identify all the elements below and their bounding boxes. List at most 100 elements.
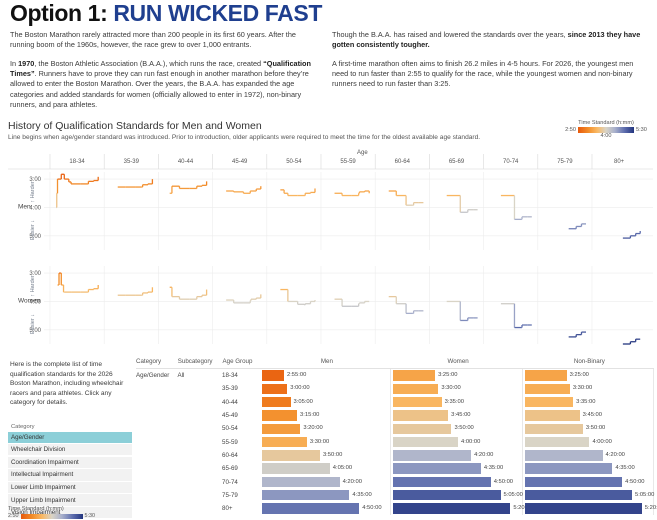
bar-women [393, 396, 442, 408]
bar-value-nonbinary: 3:35:00 [576, 398, 596, 405]
category-item-wheelchair-division[interactable]: Wheelchair Division [8, 444, 132, 456]
bottom-legend-max-label: 5:30 [84, 513, 96, 519]
cell-age-group: 50-54 [222, 425, 238, 433]
bar-value-women: 3:50:00 [454, 425, 474, 432]
intro-left-p1: The Boston Marathon rarely attracted mor… [10, 30, 296, 50]
bar-cell-men: 3:15:00 [261, 408, 392, 423]
cell-subcategory: All [177, 372, 185, 380]
intro-column-left: The Boston Marathon rarely attracted mor… [10, 30, 320, 119]
bar-value-nonbinary: 4:35:00 [615, 465, 635, 472]
bar-value-men: 3:20:00 [303, 425, 323, 432]
bar-cell-women: 5:05:00 [393, 488, 523, 502]
legend-title: Time Standard (h:mm) [578, 120, 634, 126]
bar-cell-nonbinary: 5:05:00 [524, 488, 655, 502]
table-row[interactable]: 65-69 4:05:00 4:35:00 4:35:00 [136, 462, 655, 476]
cell-age-group: 35-39 [222, 385, 238, 393]
bar-cell-women: 4:50:00 [393, 475, 523, 489]
bar-men [261, 450, 320, 461]
table-row[interactable]: 60-64 3:50:00 4:20:00 4:20:00 [136, 448, 655, 463]
bar-cell-men: 3:50:00 [261, 448, 392, 463]
header-men: Men [320, 358, 333, 365]
category-item-coordination-impairment[interactable]: Coordination Impairment [8, 456, 132, 468]
axis-direction-harder: ↑ Harder [30, 181, 36, 203]
facet-label-35-39: 35-39 [124, 159, 140, 165]
bar-cell-men: 3:05:00 [261, 395, 392, 409]
bar-cell-men: 3:20:00 [261, 422, 392, 436]
bar-women [393, 476, 491, 488]
header-category: Category [136, 358, 162, 365]
header-women: Women [447, 358, 469, 365]
bar-value-nonbinary: 5:05:00 [634, 491, 655, 498]
category-item-upper-limb-impairment[interactable]: Upper Limb Impairment [8, 494, 132, 506]
bar-cell-nonbinary: 3:30:00 [524, 382, 655, 396]
page-title-main: RUN WICKED FAST [113, 0, 322, 26]
intro-left-p2: In 1970, the Boston Athletic Association… [10, 58, 311, 110]
table-row[interactable]: 80+ 4:50:00 5:20:00 5:20:00 [136, 501, 657, 516]
facet-label-70-74: 70-74 [503, 159, 519, 165]
bar-nonbinary [524, 423, 583, 434]
category-list-header: Category [11, 424, 35, 430]
intro-column-right: Though the B.A.A. has raised and lowered… [332, 30, 648, 98]
bar-value-women: 3:30:00 [441, 385, 461, 392]
bar-cell-nonbinary: 5:20:00 [524, 501, 657, 516]
table-row[interactable]: 75-79 4:35:00 5:05:00 5:05:00 [136, 488, 655, 502]
facet-label-60-64: 60-64 [395, 159, 411, 165]
bar-value-men: 3:50:00 [322, 451, 343, 458]
bottom-time-standard-legend: Time Standard (h:mm) 2:50 5:30 [8, 506, 128, 519]
axis-direction-harder: ↑ Harder [30, 275, 36, 297]
category-item-lower-limb-impairment[interactable]: Lower Limb Impairment [8, 481, 132, 494]
bar-nonbinary [524, 450, 603, 461]
bar-men [261, 463, 330, 474]
table-row[interactable]: 35-39 3:00:00 3:30:00 3:30:00 [136, 382, 655, 396]
cell-age-group: 55-59 [222, 438, 238, 446]
table-header-row: Category Subcategory Age Group Men Women… [136, 358, 654, 369]
axis-direction-easier: Easier ↓ [30, 314, 36, 334]
bar-cell-women: 5:20:00 [393, 501, 533, 516]
bar-value-men: 2:55:00 [286, 372, 307, 379]
page-title-prefix: Option 1: [10, 0, 114, 26]
y-tick-Women-4: 4:00 [29, 299, 41, 305]
facet-label-80+: 80+ [614, 159, 625, 165]
cell-age-group: 45-49 [222, 412, 238, 420]
bar-value-women: 4:35:00 [483, 465, 504, 472]
table-row[interactable]: 70-74 4:20:00 4:50:00 4:50:00 [136, 475, 655, 489]
table-row[interactable]: 40-44 3:05:00 3:35:00 3:35:00 [136, 395, 655, 409]
bar-women [393, 410, 449, 421]
legend-min-label: 2:50 [565, 127, 576, 133]
category-item-age-gender[interactable]: Age/Gender [8, 431, 132, 443]
bar-value-men: 4:05:00 [332, 465, 353, 472]
bar-nonbinary [524, 503, 642, 514]
cell-age-group: 80+ [222, 505, 233, 513]
cell-age-group: 40-44 [222, 398, 238, 406]
category-item-vision-impairment[interactable]: Vision Impairment [8, 506, 132, 519]
standards-table: Category Subcategory Age Group Men Women… [136, 358, 657, 516]
table-row[interactable]: 50-54 3:20:00 3:50:00 3:50:00 [136, 422, 655, 436]
bar-men [261, 383, 288, 395]
bar-men [261, 503, 360, 514]
bar-cell-nonbinary: 4:20:00 [524, 448, 655, 463]
bar-men [261, 423, 301, 434]
table-row[interactable]: 45-49 3:15:00 3:45:00 3:45:00 [136, 408, 655, 423]
bar-value-nonbinary: 4:00:00 [592, 438, 612, 445]
time-standard-legend: Time Standard (h:mm) 2:50 5:30 4:00 [560, 120, 652, 139]
cell-age-group: 18-34 [222, 372, 238, 380]
bar-value-men: 3:05:00 [293, 398, 313, 405]
bar-cell-men: 4:05:00 [261, 462, 392, 476]
table-row[interactable]: Age/Gender All 18-34 2:55:00 3:25:00 3:25:00 [136, 369, 655, 383]
facet-label-40-44: 40-44 [178, 159, 194, 165]
bottom-legend-min-label: 2:50 [8, 513, 19, 519]
bottom-blurb: Here is the complete list of time qualif… [10, 361, 124, 407]
y-tick-Men-3: 3:00 [29, 177, 41, 183]
bar-value-women: 3:45:00 [451, 412, 471, 419]
facet-label-65-69: 65-69 [449, 159, 465, 165]
bar-men [261, 370, 284, 381]
category-filter-list[interactable]: Category Age/Gender Wheelchair Division Co… [8, 424, 132, 519]
bar-cell-nonbinary: 3:45:00 [524, 408, 655, 423]
category-item-intellectual-impairment[interactable]: Intellectual Impairment [8, 469, 132, 481]
bar-cell-nonbinary: 4:50:00 [524, 475, 655, 489]
bar-value-men: 4:35:00 [352, 491, 372, 498]
bar-women [393, 423, 452, 434]
bar-value-nonbinary: 3:30:00 [572, 385, 593, 392]
table-row[interactable]: 55-59 3:30:00 4:00:00 4:00:00 [136, 435, 655, 449]
